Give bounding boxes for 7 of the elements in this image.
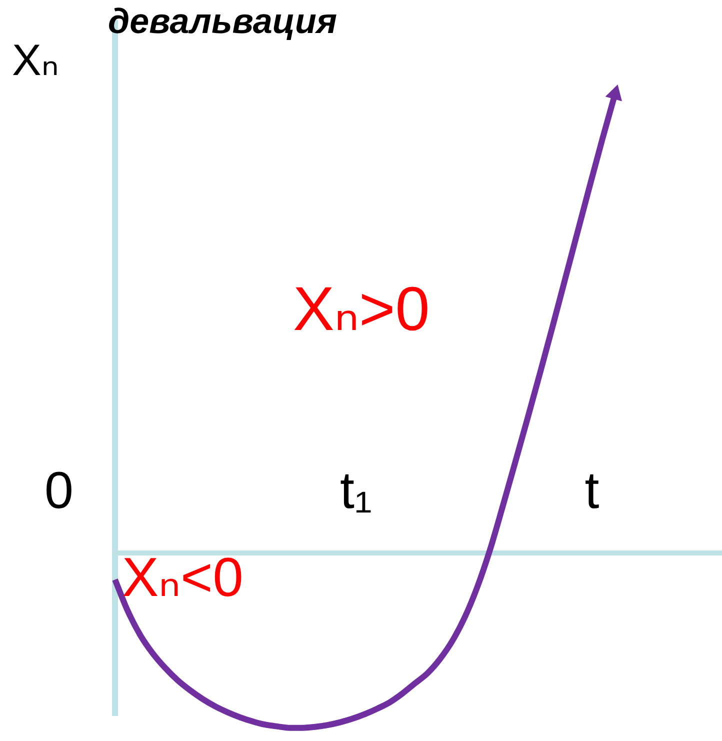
text: 0 <box>44 462 74 520</box>
x-axis-title: t <box>584 462 600 520</box>
annotation: t₁ <box>340 462 372 520</box>
chart-title: девальвация <box>108 2 337 41</box>
annotation: Xₙ>0 <box>293 275 430 344</box>
y-axis-title: Xₙ <box>12 36 59 85</box>
annotation: Xₙ<0 <box>122 546 244 608</box>
